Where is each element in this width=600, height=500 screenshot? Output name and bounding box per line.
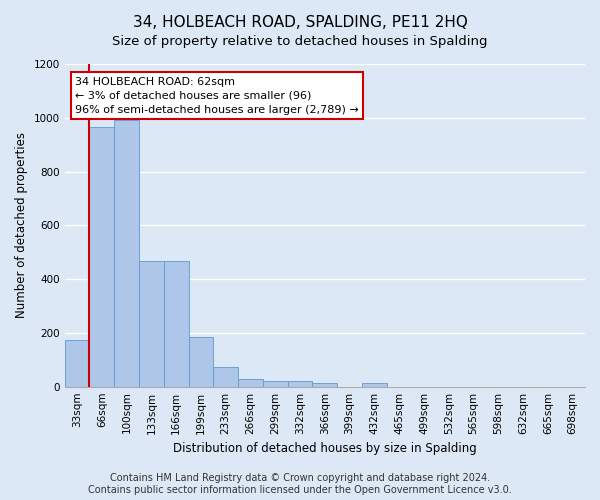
Text: 34 HOLBEACH ROAD: 62sqm
← 3% of detached houses are smaller (96)
96% of semi-det: 34 HOLBEACH ROAD: 62sqm ← 3% of detached… — [75, 77, 359, 115]
Y-axis label: Number of detached properties: Number of detached properties — [15, 132, 28, 318]
Text: Size of property relative to detached houses in Spalding: Size of property relative to detached ho… — [112, 35, 488, 48]
Text: 34, HOLBEACH ROAD, SPALDING, PE11 2HQ: 34, HOLBEACH ROAD, SPALDING, PE11 2HQ — [133, 15, 467, 30]
Bar — [214, 366, 238, 386]
Bar — [188, 337, 214, 386]
Bar — [287, 381, 313, 386]
Bar — [313, 384, 337, 386]
X-axis label: Distribution of detached houses by size in Spalding: Distribution of detached houses by size … — [173, 442, 477, 455]
Bar — [164, 261, 188, 386]
Bar — [139, 261, 164, 386]
Bar — [114, 120, 139, 386]
Bar — [89, 127, 114, 386]
Bar — [65, 340, 89, 386]
Bar — [263, 381, 287, 386]
Text: Contains HM Land Registry data © Crown copyright and database right 2024.
Contai: Contains HM Land Registry data © Crown c… — [88, 474, 512, 495]
Bar — [362, 384, 387, 386]
Bar — [238, 378, 263, 386]
